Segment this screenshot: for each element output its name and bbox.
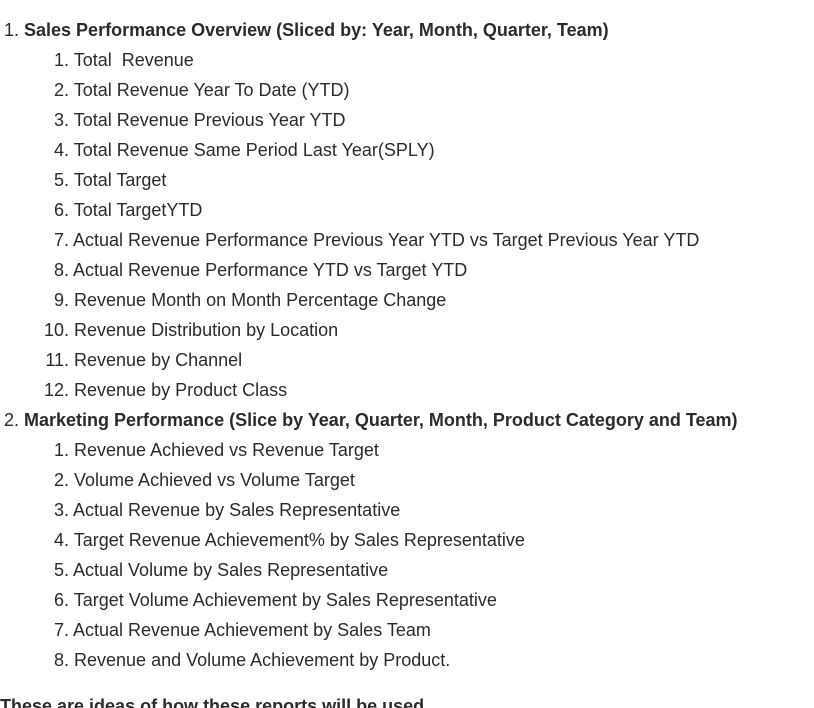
list-item-label: Actual Volume by Sales Representative	[73, 560, 389, 580]
list-item: 5. Total Target	[0, 165, 814, 195]
list-item-label: Total TargetYTD	[73, 200, 203, 220]
list-item: 12. Revenue by Product Class	[0, 375, 814, 405]
list-item-label: Actual Revenue Achievement by Sales Team	[73, 620, 431, 640]
list-item: 5. Actual Volume by Sales Representative	[0, 555, 814, 585]
list-item-number: 2.	[53, 80, 69, 100]
list-item: 4. Target Revenue Achievement% by Sales …	[0, 525, 814, 555]
list-item: 8. Revenue and Volume Achievement by Pro…	[0, 645, 814, 675]
list-item: 1. Revenue Achieved vs Revenue Target	[0, 435, 814, 465]
list-item-label: Target Revenue Achievement% by Sales Rep…	[73, 530, 525, 550]
list-item: 10. Revenue Distribution by Location	[0, 315, 814, 345]
list-item-label: Actual Revenue Performance Previous Year…	[73, 230, 700, 250]
list-item-number: 8.	[53, 260, 69, 280]
list-item-label: Revenue Distribution by Location	[74, 320, 339, 340]
list-item-label: Total Revenue	[73, 50, 194, 70]
list-item-label: Total Revenue Year To Date (YTD)	[73, 80, 350, 100]
list-item-label: Volume Achieved vs Volume Target	[74, 470, 355, 490]
list-item: 6. Total TargetYTD	[0, 195, 814, 225]
list-item: 4. Total Revenue Same Period Last Year(S…	[0, 135, 814, 165]
section-heading: 2. Marketing Performance (Slice by Year,…	[0, 405, 814, 435]
list-item-label: Total Revenue Same Period Last Year(SPLY…	[73, 140, 435, 160]
list-item-number: 8.	[53, 650, 69, 670]
list-item-number: 1.	[53, 440, 69, 460]
section-title: Marketing Performance (Slice by Year, Qu…	[24, 410, 738, 430]
list-item-label: Revenue by Product Class	[74, 380, 288, 400]
document-body: 1. Sales Performance Overview (Sliced by…	[0, 15, 814, 675]
list-item-number: 10.	[43, 320, 69, 340]
list-item: 7. Actual Revenue Achievement by Sales T…	[0, 615, 814, 645]
list-item: 9. Revenue Month on Month Percentage Cha…	[0, 285, 814, 315]
section-title: Sales Performance Overview (Sliced by: Y…	[24, 20, 609, 40]
section-number: 1.	[3, 20, 19, 40]
list-item: 11. Revenue by Channel	[0, 345, 814, 375]
list-item-label: Total Target	[73, 170, 167, 190]
list-item-label: Revenue and Volume Achievement by Produc…	[74, 650, 451, 670]
list-item-number: 1.	[53, 50, 69, 70]
section-heading: 1. Sales Performance Overview (Sliced by…	[0, 15, 814, 45]
list-item-number: 3.	[53, 500, 69, 520]
list-item-label: Total Revenue Previous Year YTD	[73, 110, 346, 130]
list-item-number: 6.	[53, 200, 69, 220]
list-item-number: 7.	[53, 230, 69, 250]
section-items-list: 1. Total Revenue 2. Total Revenue Year T…	[0, 45, 814, 405]
list-item-number: 11.	[45, 350, 69, 370]
list-item-number: 6.	[53, 590, 69, 610]
section-number: 2.	[3, 410, 19, 430]
list-item-label: Target Volume Achievement by Sales Repre…	[73, 590, 497, 610]
list-item-number: 7.	[53, 620, 69, 640]
list-item-label: Revenue by Channel	[74, 350, 243, 370]
list-item-number: 12.	[43, 380, 69, 400]
list-item-number: 3.	[53, 110, 69, 130]
trailing-paragraph-cutoff: These are ideas of how these reports wil…	[0, 696, 425, 708]
section-items-list: 1. Revenue Achieved vs Revenue Target 2.…	[0, 435, 814, 675]
list-item-number: 5.	[53, 560, 69, 580]
list-item: 1. Total Revenue	[0, 45, 814, 75]
list-item-label: Revenue Month on Month Percentage Change	[74, 290, 447, 310]
list-item-number: 5.	[53, 170, 69, 190]
list-item: 3. Actual Revenue by Sales Representativ…	[0, 495, 814, 525]
list-item-number: 4.	[53, 530, 69, 550]
list-item: 3. Total Revenue Previous Year YTD	[0, 105, 814, 135]
list-item-label: Actual Revenue by Sales Representative	[73, 500, 401, 520]
list-item-label: Actual Revenue Performance YTD vs Target…	[73, 260, 468, 280]
list-item: 2. Volume Achieved vs Volume Target	[0, 465, 814, 495]
list-item-number: 2.	[53, 470, 69, 490]
list-item: 2. Total Revenue Year To Date (YTD)	[0, 75, 814, 105]
list-item: 6. Target Volume Achievement by Sales Re…	[0, 585, 814, 615]
list-item: 7. Actual Revenue Performance Previous Y…	[0, 225, 814, 255]
list-item-number: 9.	[53, 290, 69, 310]
list-item-label: Revenue Achieved vs Revenue Target	[74, 440, 379, 460]
list-item-number: 4.	[53, 140, 69, 160]
list-item: 8. Actual Revenue Performance YTD vs Tar…	[0, 255, 814, 285]
